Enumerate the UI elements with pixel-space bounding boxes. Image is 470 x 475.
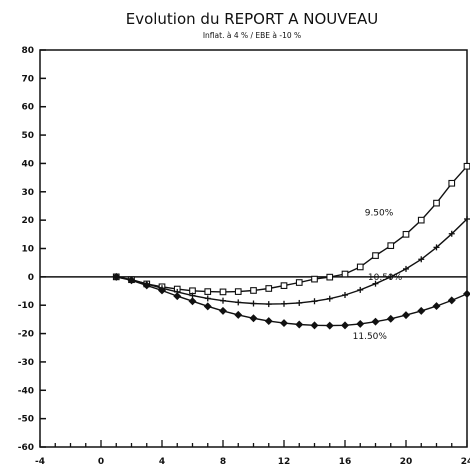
series-group [112, 162, 470, 330]
data-point [341, 321, 349, 330]
data-point [356, 263, 364, 271]
series-line-1 [116, 165, 468, 293]
data-point [264, 317, 273, 326]
x-tick-label: 20 [400, 457, 413, 467]
data-point [127, 276, 136, 285]
data-point [296, 299, 303, 306]
data-point [142, 281, 151, 290]
y-axis: -60 -50 -40 -30 -20 -10 0 10 20 30 40 50 60 70 80 [18, 46, 46, 453]
data-point [311, 298, 318, 305]
chart-title: Evolution du REPORT A NOUVEAU [126, 10, 379, 28]
y-tick-label: 0 [28, 273, 34, 283]
x-tick-label: 12 [278, 457, 291, 467]
data-point [295, 320, 304, 329]
data-point [387, 273, 394, 280]
data-point [417, 306, 426, 315]
data-point [448, 230, 455, 237]
data-point [372, 252, 379, 259]
data-point [371, 317, 380, 326]
data-point [356, 319, 365, 328]
annotation-group: 9.50% 10.50% 11.50% [353, 209, 403, 343]
data-point [463, 162, 470, 170]
y-tick-label: -40 [18, 386, 34, 396]
data-point [402, 311, 410, 320]
data-point [250, 300, 257, 307]
data-point [280, 319, 288, 328]
data-point [188, 297, 197, 306]
x-tick-label: -4 [35, 457, 45, 467]
y-tick-label: 60 [21, 103, 34, 113]
x-tick-label: 8 [220, 457, 226, 467]
series-label: 9.50% [365, 209, 394, 219]
series-line-2 [116, 218, 468, 305]
x-axis: -4 0 4 8 12 16 20 24 [35, 440, 470, 467]
y-tick-label: 80 [21, 46, 34, 56]
data-point [402, 230, 410, 238]
data-point [280, 282, 288, 289]
y-tick-label: -10 [18, 301, 34, 311]
x-tick-label: 4 [159, 457, 165, 467]
y-tick-label: 70 [21, 74, 34, 84]
data-point [325, 321, 334, 330]
data-point [464, 216, 470, 223]
data-point [326, 295, 333, 302]
data-point [403, 265, 409, 272]
chart-subtitle: Inflat. à 4 % / EBE à -10 % [203, 31, 301, 40]
data-point [204, 295, 211, 302]
data-point [265, 285, 273, 292]
data-point [357, 286, 364, 293]
data-point [311, 275, 318, 283]
data-point [234, 310, 243, 319]
data-point [219, 306, 227, 315]
y-tick-label: 30 [21, 188, 34, 198]
data-point [250, 287, 257, 294]
data-point [433, 199, 440, 207]
series-label: 11.50% [353, 332, 388, 342]
data-point [310, 321, 319, 330]
data-point [219, 288, 227, 296]
data-point [386, 314, 395, 323]
x-tick-label: 16 [339, 457, 352, 467]
y-tick-label: 40 [21, 159, 34, 169]
y-tick-label: -20 [18, 330, 34, 340]
y-tick-label: -30 [18, 358, 34, 368]
data-point [342, 292, 348, 299]
y-tick-label: -60 [18, 443, 34, 453]
data-point [295, 279, 303, 286]
data-point [112, 272, 121, 281]
data-point [203, 302, 212, 311]
y-tick-label: 50 [21, 131, 34, 141]
x-tick-label: 24 [461, 457, 470, 467]
series-label: 10.50% [368, 273, 403, 283]
data-point [433, 244, 440, 251]
data-point [326, 273, 334, 281]
data-point [341, 270, 349, 278]
data-point [387, 242, 395, 250]
x-tick-label: 0 [98, 457, 104, 467]
data-point [448, 179, 456, 187]
data-point [158, 286, 166, 295]
data-point [281, 300, 287, 307]
data-point [447, 296, 456, 305]
data-point [463, 289, 470, 298]
y-tick-label: -50 [18, 415, 34, 425]
data-point [204, 288, 212, 295]
data-point [417, 216, 425, 224]
plot-frame [39, 49, 468, 448]
data-point [235, 299, 242, 306]
data-point [234, 288, 242, 295]
data-point [372, 280, 379, 287]
data-point [173, 292, 182, 301]
data-point [418, 256, 425, 263]
data-point [265, 301, 272, 308]
y-tick-label: 20 [21, 216, 34, 226]
data-point [432, 302, 441, 311]
data-point [249, 314, 258, 323]
y-tick-label: 10 [21, 245, 34, 255]
data-point [220, 297, 226, 304]
